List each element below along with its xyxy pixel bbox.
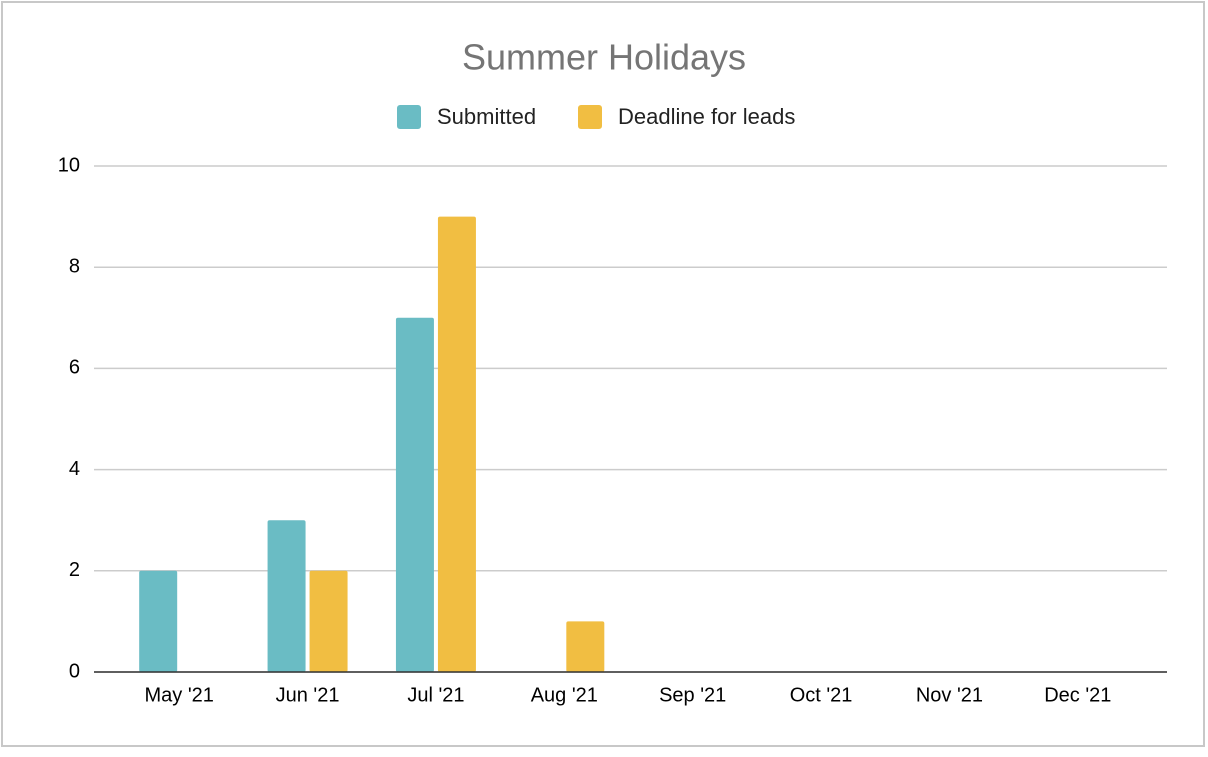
x-tick-label: Dec '21	[1044, 684, 1111, 706]
y-tick-label: 0	[69, 660, 80, 682]
legend-label: Deadline for leads	[618, 104, 795, 129]
x-tick-label: Sep '21	[659, 684, 726, 706]
legend-swatch	[397, 105, 421, 129]
x-tick-label: May '21	[144, 684, 213, 706]
x-tick-label: Nov '21	[916, 684, 983, 706]
x-tick-label: Oct '21	[790, 684, 853, 706]
y-tick-label: 4	[69, 458, 80, 480]
bar	[566, 621, 605, 672]
x-tick-label: Aug '21	[531, 684, 598, 706]
y-tick-label: 2	[69, 559, 80, 581]
y-tick-label: 10	[58, 154, 80, 176]
y-tick-label: 6	[69, 357, 80, 379]
legend-label: Submitted	[437, 104, 536, 129]
bar	[267, 520, 306, 672]
chart-title: Summer Holidays	[462, 37, 746, 78]
x-tick-label: Jul '21	[407, 684, 464, 706]
x-tick-label: Jun '21	[276, 684, 340, 706]
y-tick-label: 8	[69, 255, 80, 277]
legend-swatch	[578, 105, 602, 129]
bar	[395, 317, 434, 672]
bar	[139, 570, 178, 672]
bar	[437, 216, 476, 672]
bar	[309, 570, 348, 672]
